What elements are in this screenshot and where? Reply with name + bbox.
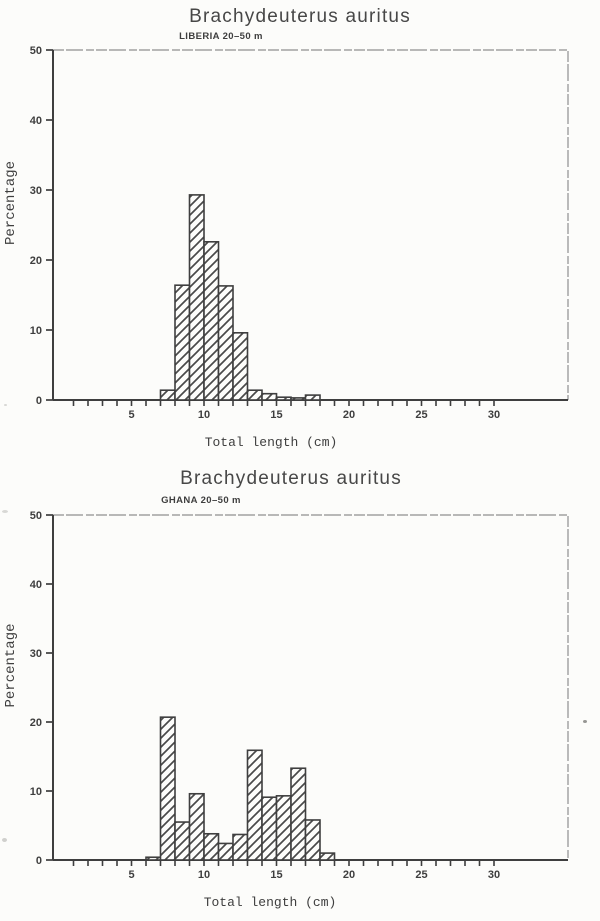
y-tick-label: 10 bbox=[30, 786, 42, 798]
x-tick-label: 5 bbox=[128, 869, 134, 881]
bar-17cm bbox=[304, 394, 321, 401]
y-tick-label: 50 bbox=[30, 45, 42, 57]
bar-10cm bbox=[203, 832, 220, 861]
bar-17cm bbox=[304, 819, 321, 861]
scan-speck bbox=[2, 510, 8, 513]
x-tick-label: 15 bbox=[270, 409, 282, 421]
y-tick-label: 30 bbox=[30, 648, 42, 660]
bar-8cm bbox=[174, 821, 191, 861]
scan-speck bbox=[4, 404, 7, 406]
y-axis-title: Percentage bbox=[3, 161, 19, 245]
bar-14cm bbox=[261, 392, 278, 401]
chart-subtitle: GHANA 20–50 m bbox=[161, 495, 241, 506]
chart-title: Brachydeuterus auritus bbox=[180, 468, 402, 489]
x-tick-label: 20 bbox=[343, 869, 355, 881]
bar-9cm bbox=[188, 792, 205, 861]
bar-16cm bbox=[290, 397, 307, 401]
plot-frame bbox=[53, 514, 569, 860]
chart-title: Brachydeuterus auritus bbox=[189, 6, 411, 27]
chart-canvas: 0 10 20 30 40 50 5 10 15 20 25 30 Brachydeuterus aur… bbox=[3, 468, 569, 910]
y-tick-label: 50 bbox=[30, 510, 42, 522]
bar-13cm bbox=[246, 749, 263, 861]
bar-12cm bbox=[232, 833, 249, 861]
x-tick-label: 10 bbox=[198, 869, 210, 881]
y-tick-label: 40 bbox=[30, 115, 42, 127]
y-axis-title: Percentage bbox=[3, 623, 19, 707]
histogram-ghana: 0 10 20 30 40 50 5 10 15 20 25 30 Brachydeuterus aur… bbox=[0, 458, 600, 916]
bar-8cm bbox=[174, 284, 191, 401]
bar-7cm bbox=[159, 716, 176, 861]
bar-18cm bbox=[319, 852, 336, 861]
chart-canvas: 0 10 20 30 40 50 5 10 15 20 25 30 Brachydeuterus aur… bbox=[3, 6, 569, 450]
y-tick-label: 20 bbox=[30, 255, 42, 267]
bar-10cm bbox=[203, 241, 220, 401]
x-tick-label: 10 bbox=[198, 409, 210, 421]
histogram-liberia: 0 10 20 30 40 50 5 10 15 20 25 30 Brachydeuterus aur… bbox=[0, 0, 600, 458]
chart-subtitle: LIBERIA 20–50 m bbox=[179, 31, 263, 42]
x-axis-title: Total length (cm) bbox=[204, 895, 337, 910]
x-tick-label: 20 bbox=[343, 409, 355, 421]
bar-11cm bbox=[217, 842, 234, 861]
bar-12cm bbox=[232, 331, 249, 401]
bar-6cm bbox=[145, 856, 162, 861]
bar-15cm bbox=[275, 396, 292, 401]
x-axis-title: Total length (cm) bbox=[205, 435, 338, 450]
x-tick-label: 30 bbox=[488, 869, 500, 881]
bar-16cm bbox=[290, 767, 307, 861]
bar-13cm bbox=[246, 389, 263, 401]
y-tick-label: 40 bbox=[30, 579, 42, 591]
bar-11cm bbox=[217, 285, 234, 401]
y-tick-label: 0 bbox=[36, 395, 42, 407]
y-tick-label: 10 bbox=[30, 325, 42, 337]
bar-15cm bbox=[275, 795, 292, 861]
bar-9cm bbox=[188, 194, 205, 401]
y-tick-label: 20 bbox=[30, 717, 42, 729]
x-tick-label: 30 bbox=[488, 409, 500, 421]
x-tick-label: 15 bbox=[270, 869, 282, 881]
x-tick-label: 25 bbox=[415, 409, 427, 421]
bar-14cm bbox=[261, 796, 278, 861]
x-tick-label: 25 bbox=[415, 869, 427, 881]
scan-speck bbox=[583, 720, 587, 723]
y-tick-label: 30 bbox=[30, 185, 42, 197]
plot-frame bbox=[53, 49, 569, 400]
y-tick-label: 0 bbox=[36, 855, 42, 867]
scan-speck bbox=[2, 838, 7, 842]
x-tick-label: 5 bbox=[128, 409, 134, 421]
bar-7cm bbox=[159, 389, 176, 401]
